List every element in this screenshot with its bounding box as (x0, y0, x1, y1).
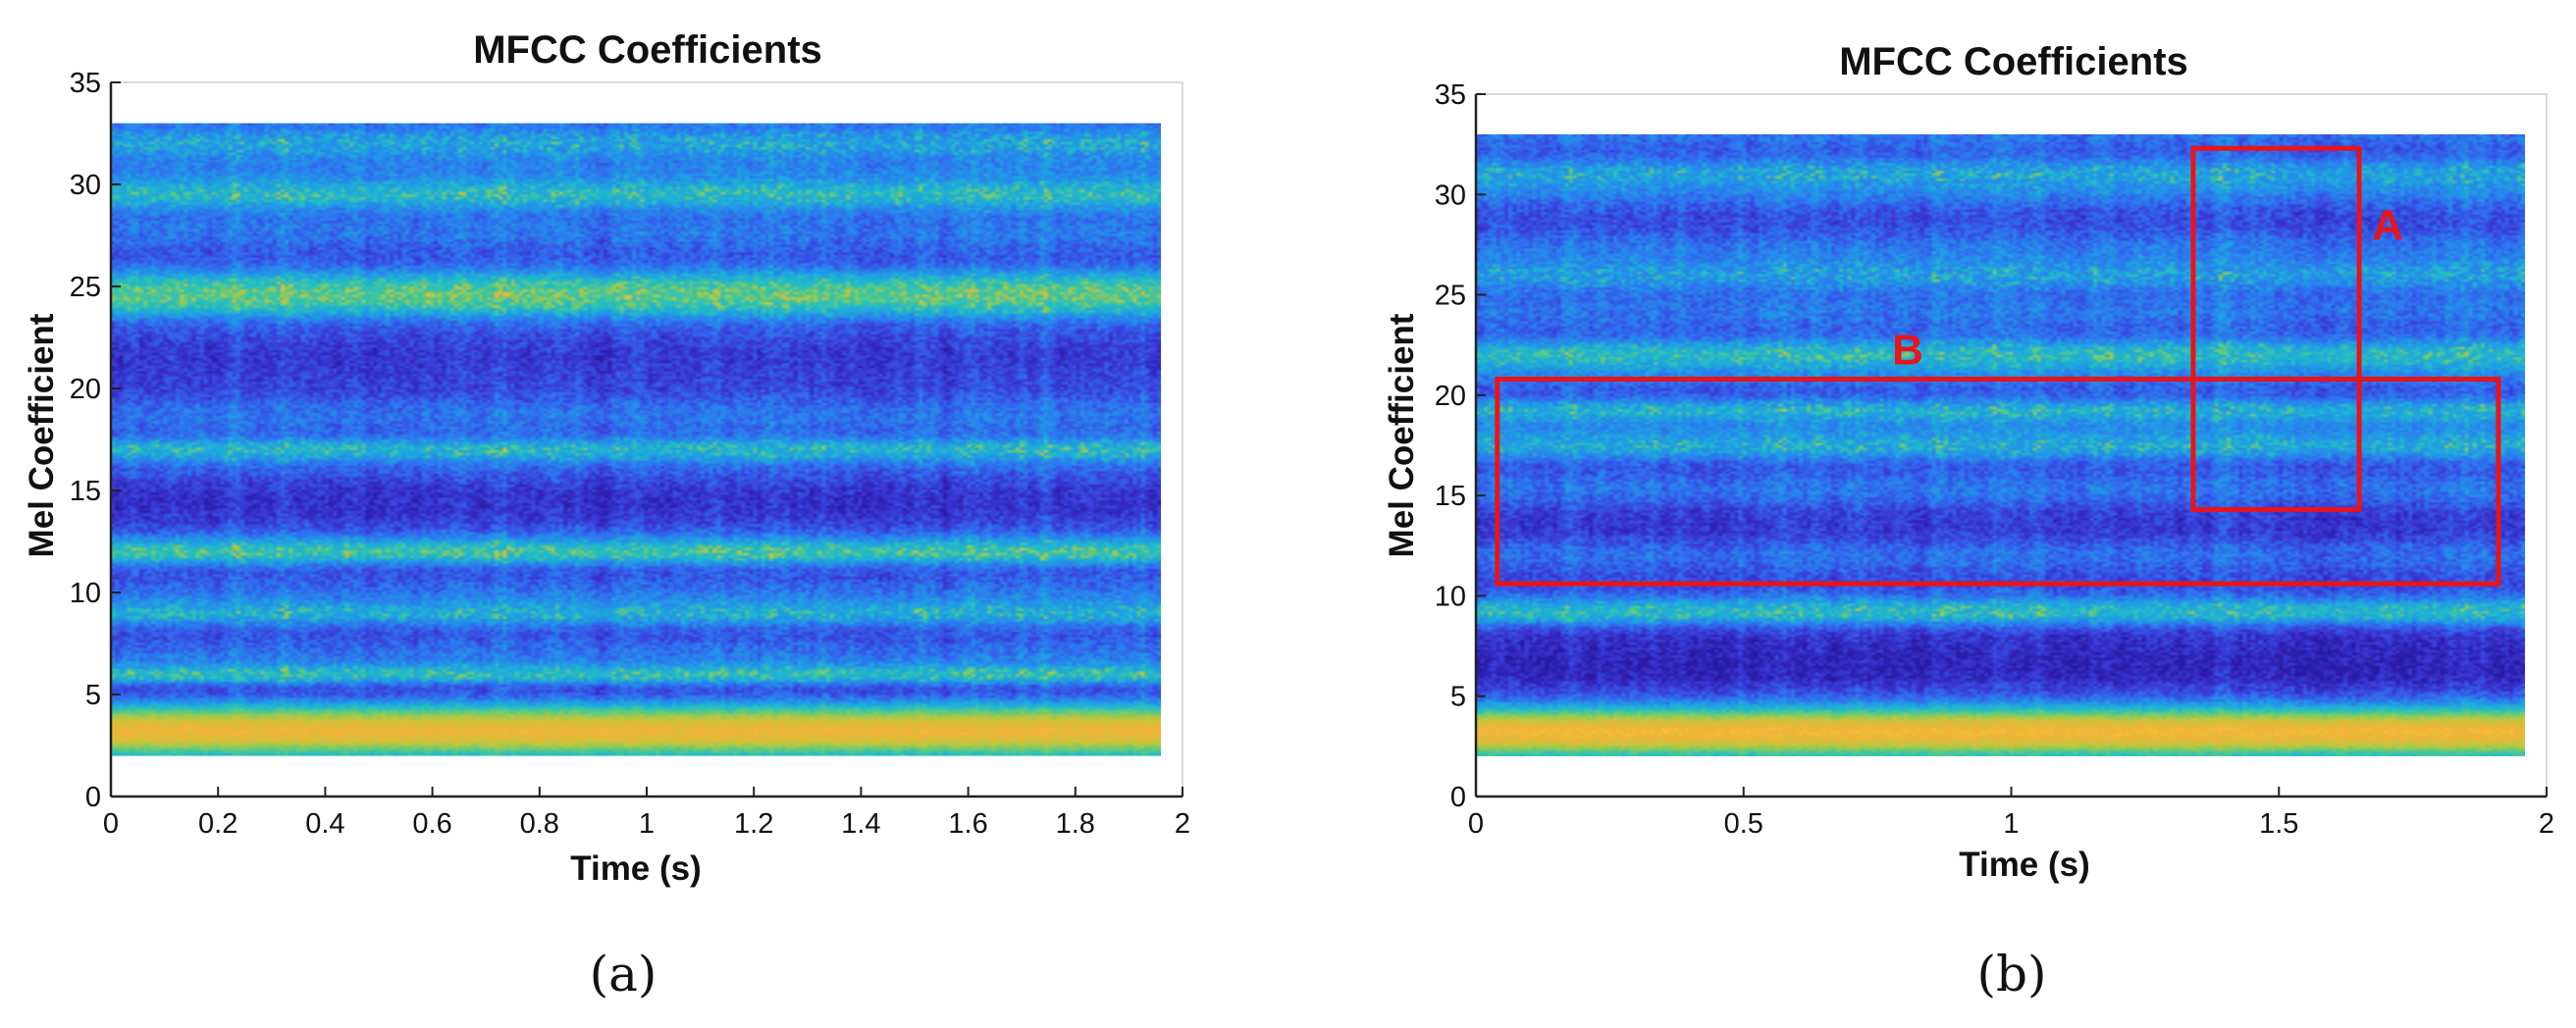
panel-a-x-tick-label: 1.8 (1056, 808, 1095, 840)
panel-b-title: MFCC Coefficients (1839, 40, 2188, 83)
annotation-box-a (2190, 145, 2362, 512)
panel-a-y-tick-label: 20 (70, 374, 101, 405)
panel-b-y-tick-label: 25 (1435, 281, 1466, 312)
panel-b-y-tick-label: 30 (1435, 180, 1466, 211)
panel-b-y-tick-label: 20 (1435, 381, 1466, 412)
panel-b-x-tick-label: 1 (2003, 808, 2019, 840)
panel-a-y-tick-label: 15 (70, 476, 101, 507)
panel-a-x-tick-label: 0.8 (520, 808, 559, 840)
panel-b-x-tick-label: 2 (2539, 808, 2554, 840)
panel-b-y-tick-label: 5 (1450, 682, 1466, 713)
panel-a-title: MFCC Coefficients (473, 28, 822, 72)
panel-a-x-tick-label: 1.4 (841, 808, 880, 840)
panel-a-y-tick-label: 5 (85, 680, 101, 711)
panel-a: MFCC Coefficients Time (s) Mel Coefficie… (23, 28, 1190, 1002)
panel-a-x-tick-label: 1 (639, 808, 655, 840)
panel-a-y-tick-label: 30 (70, 170, 101, 201)
panel-b-caption: (b) (1976, 946, 2046, 1002)
panel-b-y-axis-label: Mel Coefficient (1383, 313, 1421, 557)
panel-a-y-axis-label: Mel Coefficient (23, 313, 61, 557)
panel-a-y-tick-label: 10 (70, 578, 101, 609)
panel-b: MFCC Coefficients Time (s) Mel Coefficie… (1383, 40, 2554, 1002)
panel-a-x-tick-label: 0 (103, 808, 119, 840)
panel-a-y-tick-label: 35 (70, 68, 101, 99)
panel-a-heatmap (111, 123, 1161, 756)
panel-a-x-tick-label: 0.4 (305, 808, 344, 840)
panel-b-x-tick-label: 0.5 (1724, 808, 1763, 840)
panel-a-x-tick-label: 1.6 (948, 808, 987, 840)
panel-b-x-tick-label: 0 (1468, 808, 1484, 840)
panel-a-x-axis-label: Time (s) (570, 849, 702, 888)
panel-b-y-tick-label: 35 (1435, 79, 1466, 111)
panel-a-x-tick-label: 0.2 (198, 808, 237, 840)
panel-b-y-tick-label: 10 (1435, 581, 1466, 612)
annotation-label-a: A (2372, 201, 2403, 249)
panel-a-caption: (a) (590, 946, 657, 1002)
panel-b-y-tick-label: 0 (1450, 782, 1466, 813)
panel-b-y-tick-label: 15 (1435, 481, 1466, 512)
panel-b-heatmap (1476, 133, 2525, 756)
panel-a-x-tick-label: 2 (1175, 808, 1190, 840)
panel-a-x-tick-label: 1.2 (734, 808, 773, 840)
panel-b-x-tick-label: 1.5 (2259, 808, 2298, 840)
annotation-label-b: B (1892, 326, 1923, 374)
panel-a-y-tick-label: 0 (85, 782, 101, 813)
annotation-box-b (1495, 376, 2501, 587)
panel-b-x-axis-label: Time (s) (1959, 846, 2090, 884)
panel-a-y-tick-label: 25 (70, 272, 101, 303)
panel-a-x-tick-label: 0.6 (412, 808, 451, 840)
